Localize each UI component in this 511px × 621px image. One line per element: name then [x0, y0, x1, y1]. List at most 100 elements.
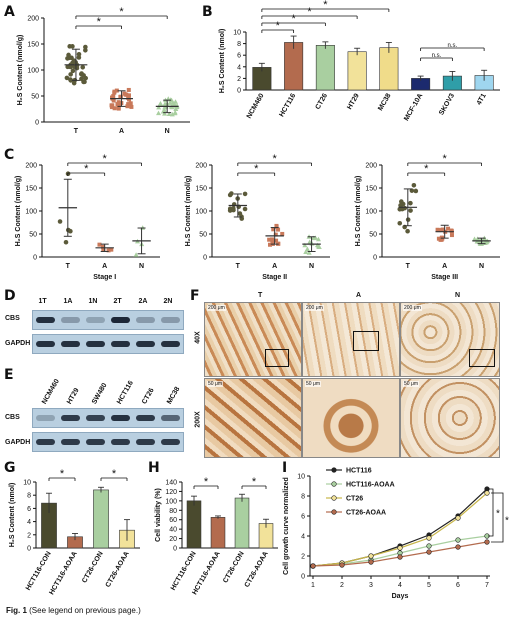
y-tick-label: 2: [27, 532, 31, 539]
y-axis-label: H₂S Content (nmol/g): [185, 176, 192, 247]
x-tick-label: A: [442, 263, 447, 270]
y-tick-label: 100: [195, 209, 207, 216]
data-point: [70, 44, 75, 49]
lane-label: NCM460: [40, 378, 61, 406]
x-tick-label: MC38: [377, 92, 392, 112]
data-point: [405, 228, 410, 234]
data-point: [242, 191, 248, 197]
y-tick-label: 150: [365, 186, 377, 193]
data-point: [126, 102, 131, 107]
lane-label: MC38: [165, 385, 181, 406]
data-point: [399, 199, 404, 204]
data-point: [237, 211, 243, 216]
data-point: [408, 200, 413, 206]
scale-label: 50 μm: [305, 381, 321, 387]
data-point: [133, 252, 139, 257]
data-point: [242, 206, 248, 212]
blot-d-cbs-strip: [32, 310, 184, 330]
bar: [186, 500, 202, 549]
y-axis-label: H₂S Content (nmol): [9, 483, 16, 548]
data-point: [165, 96, 171, 101]
ihc-col-t: T: [258, 292, 263, 299]
data-point: [66, 52, 71, 58]
blot-band: [111, 415, 130, 421]
data-point: [426, 549, 432, 555]
data-point: [68, 228, 73, 234]
data-point: [231, 207, 236, 213]
x-tick-label: 4T1: [476, 92, 488, 106]
y-tick-label: 6: [27, 506, 31, 513]
y-tick-label: 4: [27, 519, 31, 526]
y-tick-label: 50: [29, 232, 37, 239]
blot-band: [111, 317, 130, 323]
ihc-row-40x: 40X: [194, 331, 202, 344]
data-point: [274, 223, 279, 228]
western-blot-d: 1T 1A 1N 2T 2A 2N CBS GAPDH: [0, 290, 190, 365]
data-point: [446, 226, 451, 231]
data-point: [368, 553, 374, 559]
data-point: [125, 104, 130, 109]
data-point: [302, 242, 308, 248]
blot-band: [136, 317, 155, 323]
ihc-image-t-40x: 200 μm: [204, 302, 302, 377]
data-point: [112, 106, 117, 111]
data-point: [158, 101, 164, 106]
x-tick-label: N: [479, 263, 484, 270]
data-point: [70, 68, 76, 74]
sig-t-a-label: *: [84, 163, 89, 175]
blot-band: [86, 341, 105, 347]
data-point: [455, 544, 461, 550]
x-tick-label: N: [165, 128, 170, 135]
data-point: [455, 537, 461, 543]
x-tick-label: 1: [311, 582, 315, 589]
y-tick-label: 2: [237, 76, 241, 83]
legend-marker: [331, 495, 337, 501]
y-tick-label: 80: [169, 508, 177, 515]
y-axis-label: Cell viability (%): [155, 488, 162, 542]
panel-letter-e: E: [4, 367, 14, 383]
western-blot-e: NCM460 HT29 SW480 HCT116 CT26 MC38 CBS GAPDH: [0, 368, 190, 456]
bar: [210, 517, 226, 549]
sig-bracket-hct116: [488, 488, 494, 537]
data-point: [276, 227, 281, 232]
blot-band: [136, 341, 155, 347]
data-point: [440, 227, 445, 232]
data-point: [368, 559, 374, 565]
y-tick-label: 140: [165, 480, 177, 487]
panel-letter-i: I: [282, 460, 288, 476]
x-tick-label: 7: [485, 582, 489, 589]
x-tick-label: 6: [456, 582, 460, 589]
data-point: [162, 111, 168, 116]
y-tick-label: 20: [169, 536, 177, 543]
ihc-row-200x: 200X: [194, 411, 202, 428]
sig-hct116-label: *: [204, 476, 209, 488]
blot-band: [61, 439, 80, 445]
y-tick-label: 0: [237, 88, 241, 95]
x-tick-label: 2: [340, 582, 344, 589]
blot-d-row-cbs: CBS: [5, 315, 20, 322]
zoom-box: [265, 349, 289, 367]
sig-ct26-label: *: [112, 468, 117, 480]
x-axis-label: Stage III: [431, 274, 458, 281]
data-point: [169, 97, 175, 103]
panel-letter-c: C: [4, 147, 15, 163]
lane-label: 2T: [113, 298, 122, 305]
x-axis-label: Stage I: [93, 274, 116, 281]
data-point: [310, 235, 316, 241]
x-tick-label: T: [66, 263, 71, 270]
sig-t-n-label: *: [119, 6, 124, 18]
blot-band: [111, 341, 130, 347]
sig-t-a-label: *: [97, 16, 102, 28]
blot-band: [36, 415, 55, 421]
data-point: [339, 562, 345, 568]
chart-panel-g: 0 2 4 6 8 10 H₂S Content (nmol) HCT116-CONHCT11…: [9, 468, 140, 596]
lane-label: 2A: [138, 298, 148, 305]
data-point: [114, 88, 119, 93]
data-point: [426, 543, 432, 549]
y-tick-label: 60: [169, 517, 177, 524]
data-point: [109, 103, 114, 108]
y-tick-label: 4: [301, 534, 305, 541]
data-point: [482, 236, 488, 241]
sig-bracket-ct26: [491, 492, 504, 543]
blot-e-gapdh-strip: [32, 432, 184, 452]
